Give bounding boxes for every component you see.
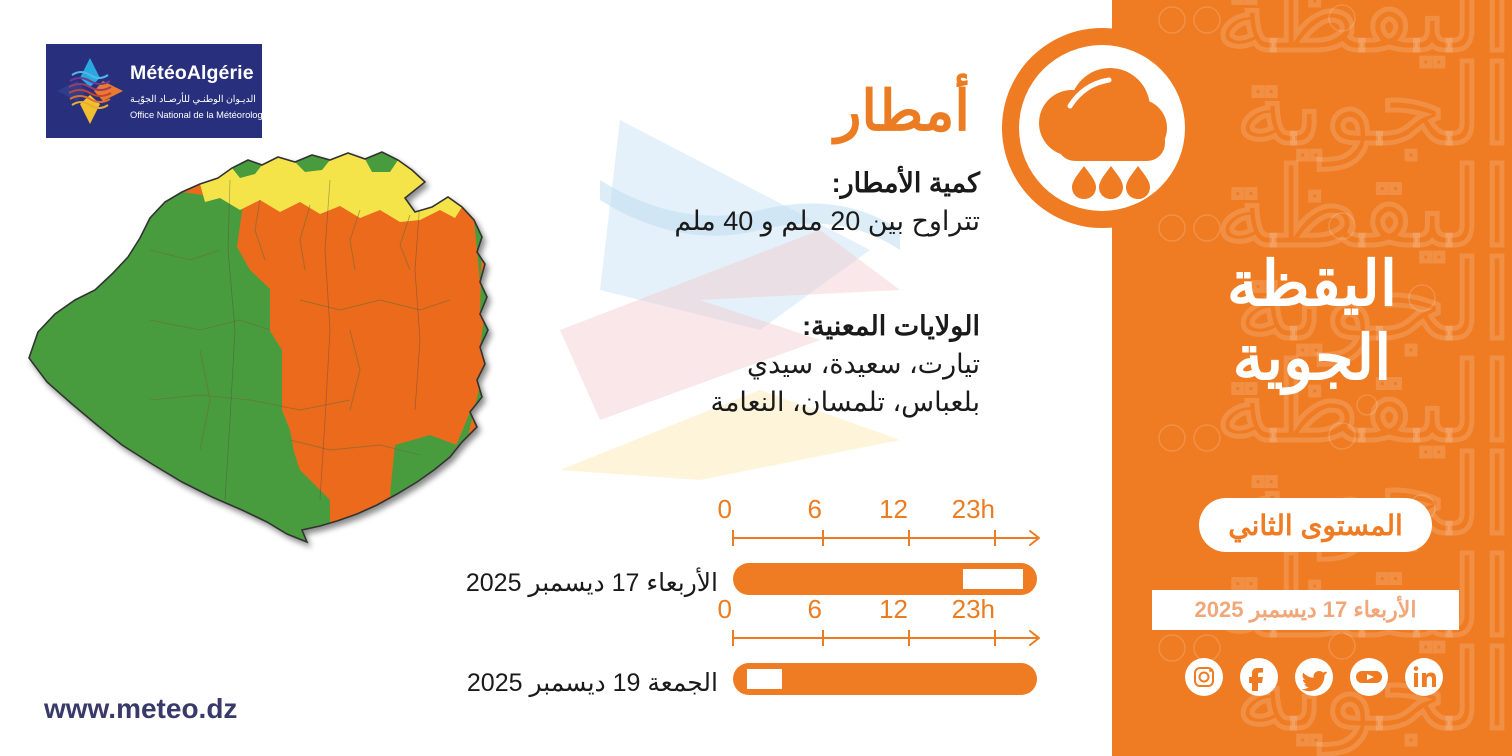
svg-text:12: 12 <box>879 494 908 524</box>
svg-text:23h: 23h <box>952 594 995 624</box>
svg-text:6: 6 <box>808 494 822 524</box>
svg-text:12: 12 <box>879 594 908 624</box>
svg-text:23h: 23h <box>952 494 995 524</box>
svg-text:6: 6 <box>808 594 822 624</box>
svg-text:0: 0 <box>718 594 732 624</box>
svg-text:0: 0 <box>718 494 732 524</box>
